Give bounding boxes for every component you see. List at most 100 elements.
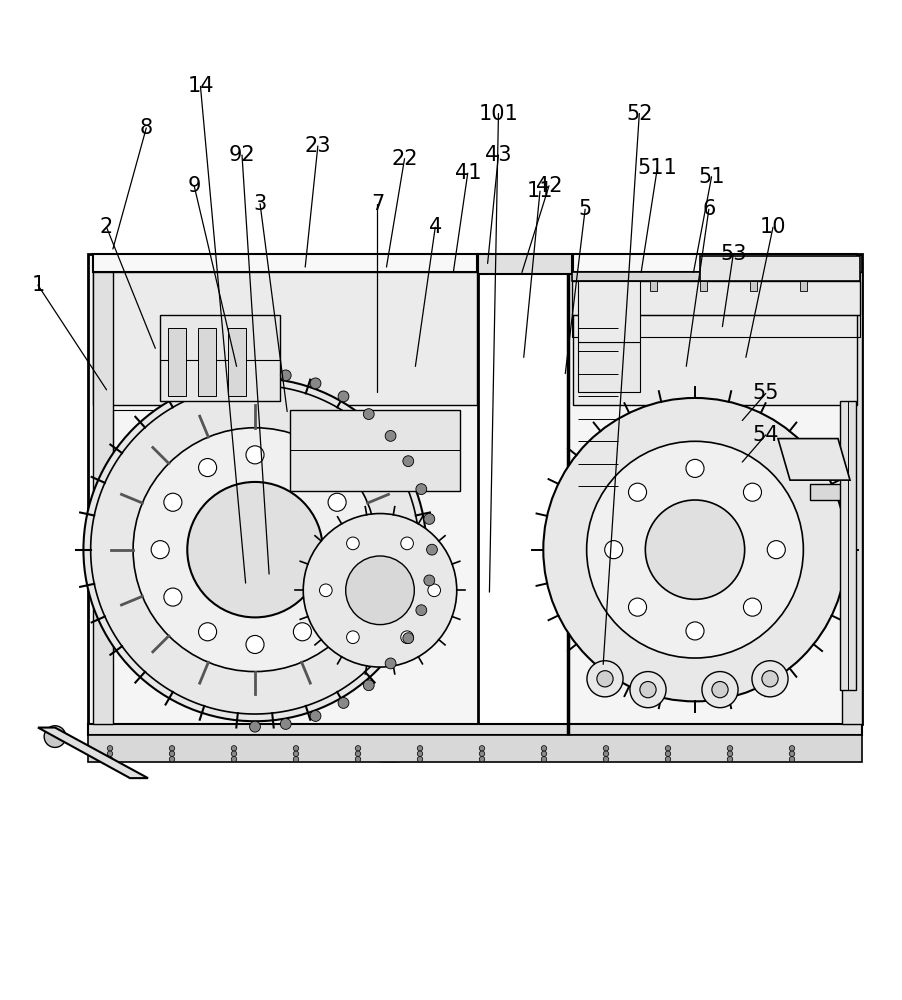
Text: 52: 52 [625, 104, 652, 124]
Circle shape [479, 751, 484, 756]
Text: 10: 10 [759, 217, 786, 237]
Circle shape [665, 756, 670, 762]
Circle shape [603, 751, 608, 756]
Circle shape [686, 622, 704, 640]
Bar [571, 272, 859, 281]
Circle shape [742, 483, 760, 501]
Circle shape [309, 378, 320, 389]
Circle shape [603, 756, 608, 762]
Bar [87, 254, 477, 724]
Circle shape [423, 514, 434, 524]
Text: 55: 55 [751, 383, 778, 403]
Circle shape [428, 584, 440, 597]
Circle shape [417, 746, 422, 751]
Bar [87, 735, 861, 762]
Circle shape [788, 746, 794, 751]
Circle shape [231, 751, 236, 756]
Circle shape [751, 661, 787, 697]
Bar [839, 401, 855, 690]
Circle shape [107, 746, 113, 751]
Circle shape [603, 746, 608, 751]
Circle shape [417, 756, 422, 762]
Bar [93, 272, 113, 724]
Circle shape [479, 746, 484, 751]
Circle shape [151, 541, 169, 559]
Bar [113, 410, 160, 500]
Circle shape [628, 598, 646, 616]
Text: 101: 101 [478, 104, 518, 124]
Circle shape [686, 459, 704, 477]
Bar [198, 328, 216, 396]
Circle shape [187, 482, 322, 617]
Bar [699, 256, 859, 281]
Circle shape [701, 672, 737, 708]
Text: 9: 9 [188, 176, 200, 196]
Bar [577, 281, 640, 342]
Text: 6: 6 [702, 199, 714, 219]
Circle shape [540, 756, 546, 762]
Circle shape [586, 441, 803, 658]
Circle shape [543, 398, 846, 701]
Circle shape [280, 719, 290, 729]
Circle shape [400, 537, 413, 550]
Bar [290, 410, 459, 491]
Circle shape [198, 623, 216, 641]
Text: 511: 511 [637, 158, 676, 178]
Text: 92: 92 [228, 145, 255, 165]
Circle shape [665, 751, 670, 756]
Circle shape [767, 541, 785, 559]
Circle shape [198, 459, 216, 477]
Bar [160, 315, 280, 401]
Circle shape [354, 746, 360, 751]
Circle shape [293, 746, 299, 751]
Circle shape [400, 631, 413, 644]
Circle shape [711, 682, 727, 698]
Circle shape [169, 756, 174, 762]
Circle shape [293, 751, 299, 756]
Circle shape [169, 746, 174, 751]
Polygon shape [778, 439, 849, 480]
Circle shape [402, 633, 413, 644]
Circle shape [402, 456, 413, 467]
Circle shape [231, 756, 236, 762]
Circle shape [726, 746, 732, 751]
Bar [649, 281, 657, 291]
Bar [841, 272, 861, 724]
Bar [567, 254, 861, 724]
Circle shape [83, 378, 426, 721]
Text: 42: 42 [535, 176, 562, 196]
Text: 5: 5 [578, 199, 591, 219]
Circle shape [107, 756, 113, 762]
Text: 14: 14 [187, 76, 214, 96]
Circle shape [586, 661, 622, 697]
Circle shape [337, 698, 348, 708]
Circle shape [761, 671, 778, 687]
Circle shape [169, 751, 174, 756]
Bar [93, 272, 476, 405]
Text: 1: 1 [32, 275, 44, 295]
Circle shape [245, 635, 263, 654]
Circle shape [107, 751, 113, 756]
Circle shape [346, 631, 359, 644]
Circle shape [249, 721, 260, 732]
Bar [168, 328, 186, 396]
Circle shape [540, 746, 546, 751]
Text: 51: 51 [697, 167, 724, 187]
Circle shape [385, 430, 396, 441]
Circle shape [327, 493, 345, 511]
Circle shape [346, 537, 359, 550]
Circle shape [416, 484, 427, 495]
Text: 22: 22 [391, 149, 418, 169]
Text: 2: 2 [100, 217, 113, 237]
Text: 8: 8 [140, 118, 152, 138]
Circle shape [363, 409, 373, 420]
Circle shape [163, 493, 181, 511]
Text: 53: 53 [719, 244, 746, 264]
Circle shape [293, 459, 311, 477]
Circle shape [726, 756, 732, 762]
Circle shape [423, 575, 434, 586]
Circle shape [788, 751, 794, 756]
Circle shape [742, 598, 760, 616]
Circle shape [645, 500, 744, 599]
Circle shape [231, 746, 236, 751]
